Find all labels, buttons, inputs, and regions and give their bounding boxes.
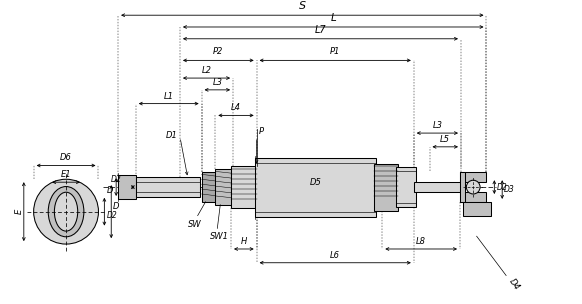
Text: L2: L2 xyxy=(201,66,211,75)
Text: S: S xyxy=(299,1,306,11)
Text: L1: L1 xyxy=(164,92,173,101)
Text: D4: D4 xyxy=(507,278,521,292)
Bar xyxy=(414,182,463,192)
Bar xyxy=(136,177,200,197)
Text: H: H xyxy=(241,237,247,246)
Text: L: L xyxy=(331,13,336,23)
Bar xyxy=(396,168,416,207)
Ellipse shape xyxy=(54,192,78,231)
Bar xyxy=(201,172,217,202)
Text: L7: L7 xyxy=(315,25,327,35)
Text: P: P xyxy=(258,127,264,136)
Text: D3: D3 xyxy=(504,185,515,194)
Bar xyxy=(255,158,377,216)
Bar xyxy=(460,172,487,182)
Text: D2: D2 xyxy=(107,211,117,220)
Text: D6: D6 xyxy=(60,153,72,162)
Text: L3: L3 xyxy=(432,121,442,130)
Ellipse shape xyxy=(48,187,84,237)
Text: E: E xyxy=(15,209,23,214)
Bar xyxy=(215,169,233,205)
Circle shape xyxy=(466,180,480,194)
Bar xyxy=(118,175,136,199)
Text: L3: L3 xyxy=(212,78,222,87)
Circle shape xyxy=(34,179,98,244)
Bar xyxy=(374,164,398,211)
Text: D1: D1 xyxy=(166,131,178,140)
Text: L4: L4 xyxy=(231,103,241,112)
Text: P2: P2 xyxy=(213,47,223,57)
Bar xyxy=(231,167,257,208)
Text: D2: D2 xyxy=(496,183,507,192)
Text: D2: D2 xyxy=(111,175,121,184)
Text: L6: L6 xyxy=(330,251,340,260)
Text: L8: L8 xyxy=(416,237,426,246)
Text: L5: L5 xyxy=(440,135,450,144)
Text: E1: E1 xyxy=(61,170,72,179)
Text: SW1: SW1 xyxy=(211,232,229,241)
Text: D: D xyxy=(113,202,120,211)
Bar xyxy=(460,172,465,202)
Bar xyxy=(463,202,491,216)
Bar xyxy=(460,192,487,202)
Text: D: D xyxy=(107,185,113,195)
Text: D5: D5 xyxy=(310,178,321,187)
Text: P1: P1 xyxy=(330,47,340,57)
Bar xyxy=(118,182,198,192)
Text: SW: SW xyxy=(188,219,201,229)
